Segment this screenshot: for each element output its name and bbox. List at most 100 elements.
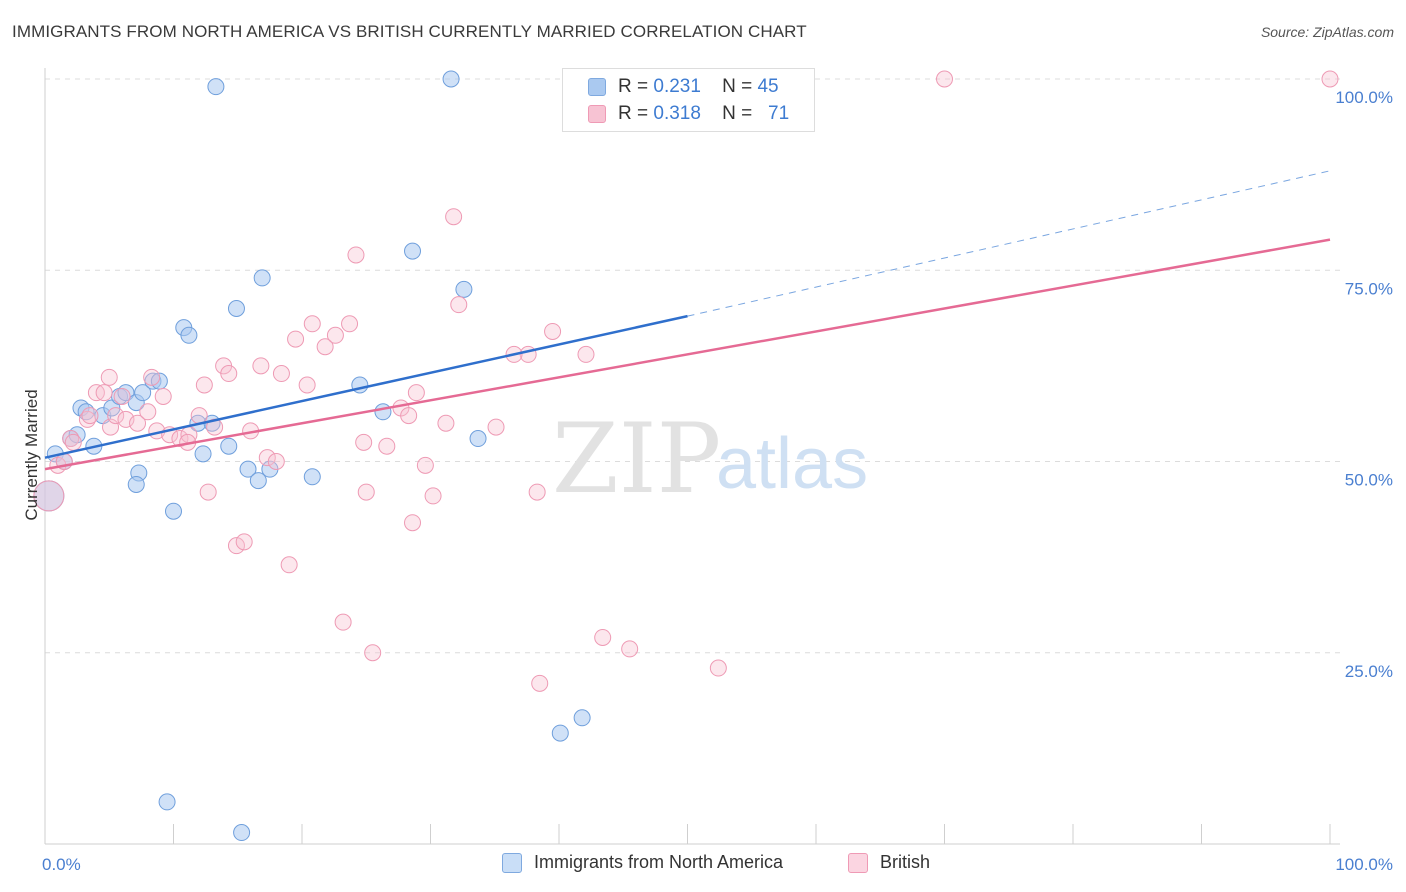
point-british [235, 533, 253, 551]
y-tick-label: 25.0% [1345, 662, 1393, 681]
point-british [709, 659, 727, 677]
point-british [107, 407, 125, 425]
point-british [195, 376, 213, 394]
point-british [298, 376, 316, 394]
point-british [227, 537, 245, 555]
legend-swatch-immigrants [588, 78, 606, 96]
stats-legend-row-british: R = 0.318 N = 71 [588, 101, 789, 127]
point-british [528, 483, 546, 501]
legend-swatch-british [848, 852, 868, 873]
trend-line-immigrants [44, 314, 688, 459]
point-immigrants [442, 70, 460, 88]
point-british [577, 345, 595, 363]
point-immigrants [404, 242, 422, 260]
trend-line-british [44, 238, 1331, 471]
watermark-atlas: atlas [716, 424, 868, 504]
point-immigrants [180, 326, 198, 344]
y-tick-label: 75.0% [1345, 279, 1393, 298]
point-british [437, 414, 455, 432]
point-immigrants [127, 475, 145, 493]
point-british [81, 407, 99, 425]
point-british [357, 483, 375, 501]
point-immigrants [551, 724, 569, 742]
point-british [64, 433, 82, 451]
point-british [416, 456, 434, 474]
n-label: N = [722, 76, 753, 97]
point-british [445, 208, 463, 226]
point-british [287, 330, 305, 348]
point-immigrants [469, 430, 487, 448]
point-immigrants [249, 472, 267, 490]
point-british [355, 433, 373, 451]
x-tick-label: 0.0% [42, 855, 81, 874]
point-british [544, 322, 562, 340]
point-immigrants [194, 445, 212, 463]
point-immigrants [573, 709, 591, 727]
point-british [487, 418, 505, 436]
point-british [33, 480, 65, 512]
watermark-zip: ZIP [552, 403, 721, 515]
legend-item-immigrants[interactable]: Immigrants from North America [502, 852, 783, 873]
point-immigrants [220, 437, 238, 455]
r-value: 0.318 [653, 103, 701, 124]
legend-label-british: British [880, 852, 931, 872]
trend-line-immigrants-extrapolated [687, 170, 1331, 317]
legend-item-british[interactable]: British [848, 852, 930, 873]
point-british [341, 315, 359, 333]
point-british [347, 246, 365, 264]
point-british [594, 628, 612, 646]
point-british [424, 487, 442, 505]
r-value: 0.231 [653, 76, 701, 97]
legend-swatch-immigrants [502, 852, 522, 873]
point-immigrants [233, 824, 251, 842]
point-british [378, 437, 396, 455]
point-british [303, 315, 321, 333]
point-british [936, 70, 953, 88]
stats-legend: R = 0.231 N = 45 R = 0.318 N = 71 [562, 68, 815, 132]
point-british [364, 644, 382, 662]
x-tick-label: 100.0% [1335, 855, 1393, 874]
n-value: 71 [768, 103, 790, 124]
point-immigrants [374, 403, 392, 421]
point-british [199, 483, 217, 501]
n-value: 45 [757, 76, 779, 97]
point-british [100, 368, 118, 386]
point-immigrants [455, 280, 473, 298]
n-label: N = [722, 103, 753, 124]
y-axis-label: Currently Married [22, 389, 41, 521]
point-immigrants [158, 793, 176, 811]
point-british [404, 514, 422, 532]
point-british [272, 365, 290, 383]
point-british [252, 357, 270, 375]
series-legend: Immigrants from North America British [0, 852, 1406, 876]
legend-swatch-british [588, 105, 606, 123]
point-british [400, 407, 418, 425]
point-british [531, 674, 549, 692]
point-british [1321, 70, 1339, 88]
point-british [143, 368, 161, 386]
r-label: R = [618, 76, 649, 97]
point-british [407, 384, 425, 402]
source-label: Source: ZipAtlas.com [1260, 24, 1394, 40]
point-immigrants [165, 502, 182, 520]
point-immigrants [239, 460, 257, 478]
point-british [113, 387, 131, 405]
point-british [220, 365, 238, 383]
point-british [450, 296, 468, 314]
point-british [139, 403, 157, 421]
point-british [316, 338, 334, 356]
point-british [334, 613, 352, 631]
y-tick-label: 50.0% [1345, 471, 1393, 490]
point-british [258, 449, 276, 467]
point-british [154, 387, 172, 405]
point-immigrants [227, 300, 245, 317]
chart-title: IMMIGRANTS FROM NORTH AMERICA VS BRITISH… [12, 22, 807, 41]
point-immigrants [253, 269, 271, 287]
point-immigrants [134, 384, 152, 402]
point-british [171, 430, 189, 448]
point-immigrants [303, 468, 321, 486]
point-british [95, 384, 113, 402]
point-british [280, 556, 298, 574]
point-british [326, 326, 344, 344]
